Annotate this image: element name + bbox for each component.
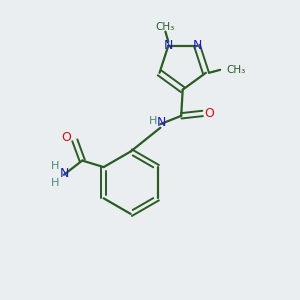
Text: O: O xyxy=(204,107,214,120)
Text: CH₃: CH₃ xyxy=(227,65,246,75)
Text: H: H xyxy=(149,116,157,126)
Text: N: N xyxy=(192,39,202,52)
Text: N: N xyxy=(60,167,69,180)
Text: N: N xyxy=(164,39,173,52)
Text: O: O xyxy=(61,131,71,145)
Text: CH₃: CH₃ xyxy=(156,22,175,32)
Text: N: N xyxy=(156,116,166,129)
Text: H: H xyxy=(51,178,60,188)
Text: H: H xyxy=(51,161,60,171)
